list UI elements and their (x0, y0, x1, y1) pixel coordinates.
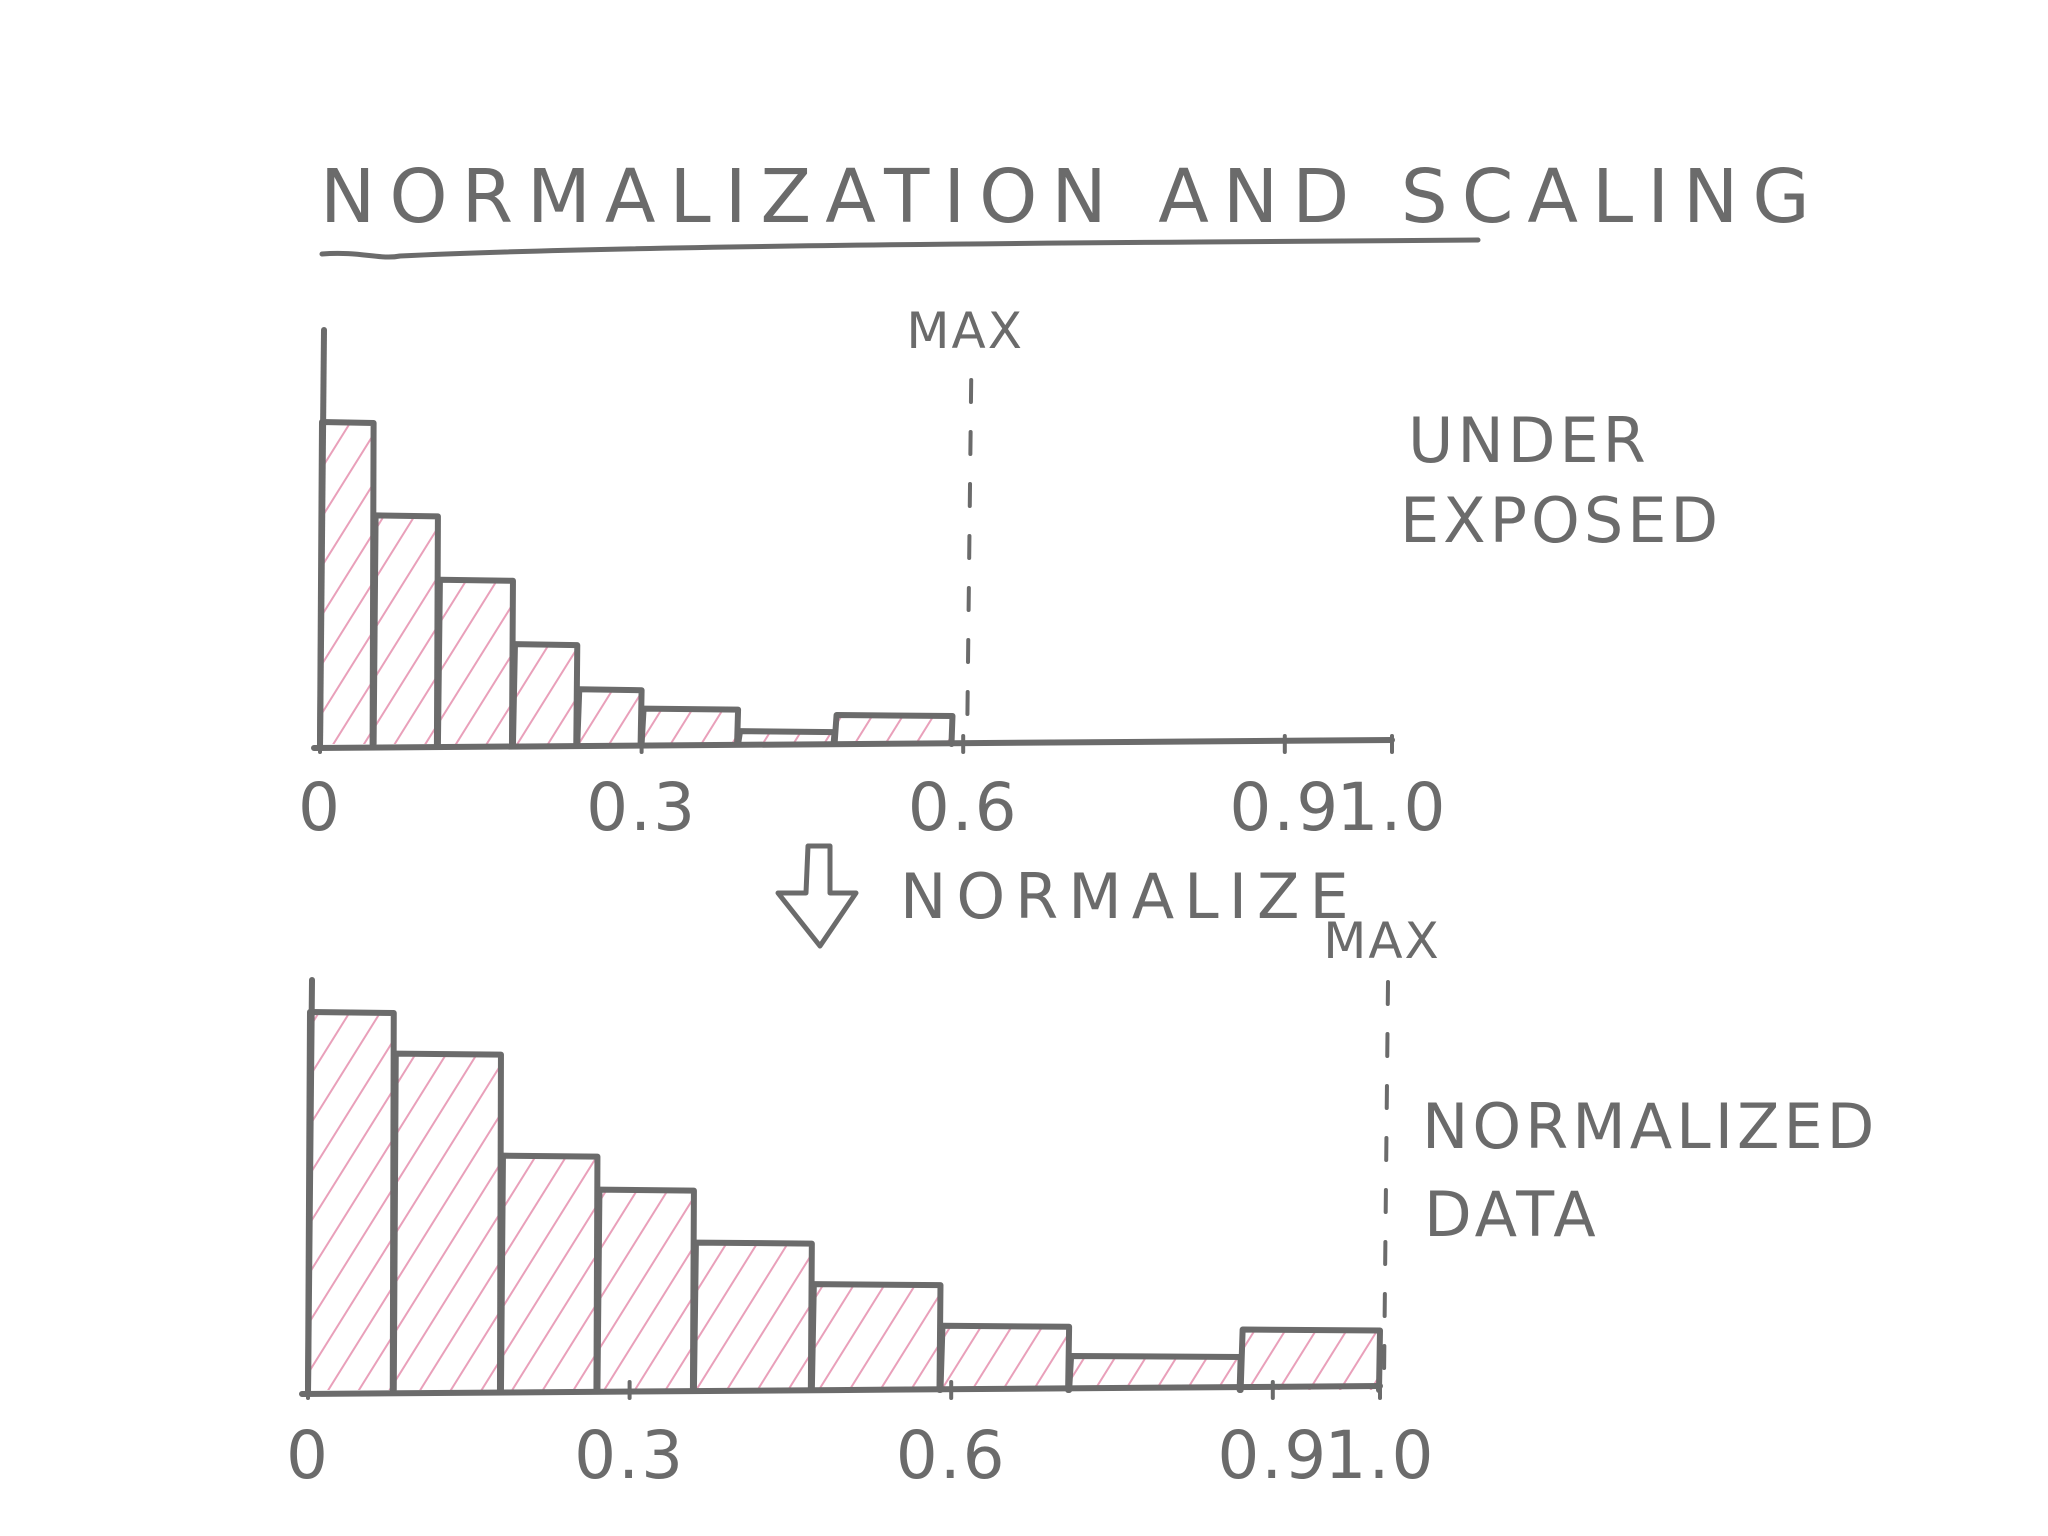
x-axis (311, 737, 1395, 751)
normalize-label: NORMALIZE (900, 860, 1359, 933)
max-label: MAX (906, 302, 1024, 360)
histogram-bar (317, 419, 377, 747)
histogram-bar (305, 1009, 397, 1393)
histogram-bar (690, 1239, 815, 1393)
down-arrow-icon (775, 843, 859, 949)
histogram-bar (434, 576, 516, 747)
underexposed-histogram: 0 0.3 0.6 0.91.0 MAX (298, 302, 1448, 846)
histogram-bar (574, 686, 645, 747)
x-tick-label: 0.6 (896, 1417, 1007, 1494)
x-tick-label: 0.3 (586, 769, 697, 846)
max-marker-line (1382, 980, 1390, 1382)
histogram-bar (638, 705, 742, 747)
underexposed-label-line-2: EXPOSED (1400, 484, 1722, 557)
normalized-histogram: 0 0.3 0.6 0.91.0 MAX (286, 912, 1441, 1494)
histogram-bar (509, 641, 581, 747)
y-axis (317, 327, 327, 751)
x-axis (299, 1383, 1383, 1397)
histogram-bar (390, 1050, 504, 1393)
x-tick-label: 0.9 (1229, 769, 1340, 846)
x-tick-label: 0 (298, 769, 342, 846)
underexposed-label-line-1: UNDER (1408, 404, 1650, 477)
x-tick-label: 0.6 (908, 769, 1019, 846)
x-tick-label: 0 (286, 1417, 330, 1494)
histogram-bar (937, 1322, 1073, 1393)
max-label: MAX (1323, 912, 1441, 970)
max-marker-line (965, 378, 974, 736)
histogram-bar (831, 712, 956, 747)
histogram-bar (808, 1281, 944, 1393)
x-tick-label: 1.0 (1325, 1417, 1436, 1494)
histogram-bar (1237, 1326, 1383, 1393)
title-underline (319, 237, 1481, 260)
x-tick-label: 0.9 (1217, 1417, 1328, 1494)
page-title: NORMALIZATION AND SCALING (320, 154, 1824, 240)
x-tick-label: 1.0 (1337, 769, 1448, 846)
y-axis (305, 977, 315, 1397)
histogram-bar (594, 1186, 697, 1393)
normalized-label-line-2: DATA (1424, 1178, 1600, 1251)
histogram-bar (497, 1152, 601, 1393)
x-tick-label: 0.3 (574, 1417, 685, 1494)
normalized-label-line-1: NORMALIZED (1422, 1090, 1878, 1163)
histogram-bar (370, 512, 441, 747)
